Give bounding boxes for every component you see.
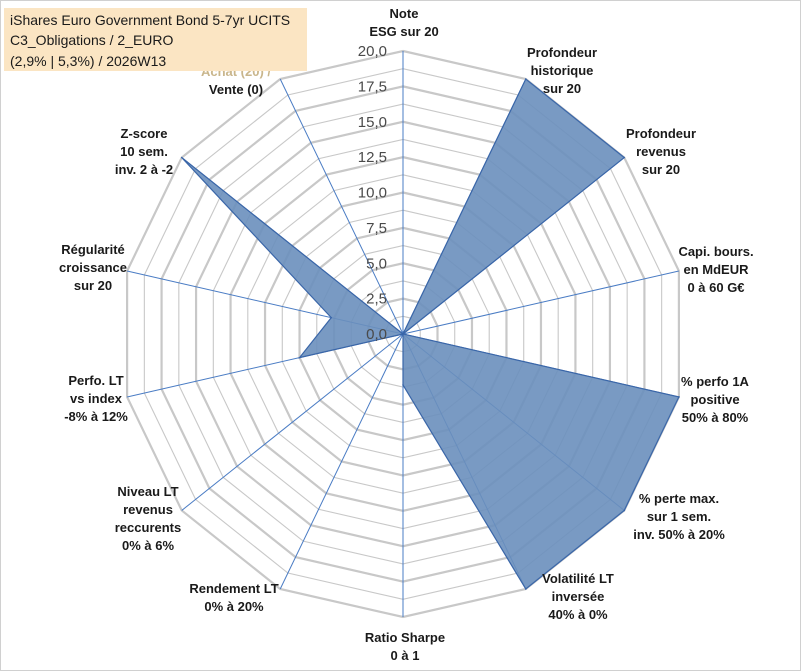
axis-label: Rendement LT 0% à 20%: [189, 581, 278, 614]
data-point: [524, 588, 527, 590]
axis-label-line: Volatilité LT: [542, 571, 614, 586]
tick-label: 7,5: [366, 220, 387, 237]
tick-label: 15,0: [358, 114, 387, 131]
axis-label-line: Profondeur: [626, 126, 696, 141]
axis-label: Perfo. LT vs index -8% à 12%: [64, 373, 128, 424]
axis-spoke: [279, 333, 404, 590]
axis-label-line: Niveau LT: [117, 484, 178, 499]
axis-label-line: Profondeur: [527, 45, 597, 60]
axis-label-line: 0 à 1: [391, 648, 420, 663]
axis-label-line: reccurents: [115, 520, 181, 535]
axis-spoke: [279, 78, 404, 335]
axis-label-line: 0% à 20%: [204, 599, 264, 614]
axis-label-line: revenus: [123, 502, 173, 517]
tick-label: 20,0: [358, 43, 387, 60]
axis-label-line: en MdEUR: [684, 262, 750, 277]
axis-label-line: inv. 2 à -2: [115, 162, 173, 177]
chart-category: C3_Obligations / 2_EURO: [10, 32, 174, 48]
axis-label-line: ESG sur 20: [369, 24, 438, 39]
axis-label-line: Ratio Sharpe: [365, 630, 445, 645]
axis-label-line: sur 20: [543, 81, 581, 96]
data-point: [180, 156, 183, 159]
axis-label-line: Régularité: [61, 242, 125, 257]
axis-label-line: revenus: [636, 144, 686, 159]
axis-label: Profondeur revenus sur 20: [626, 126, 696, 177]
tick-label: 17,5: [358, 78, 387, 95]
axis-label-line: positive: [690, 392, 739, 407]
axis-label-line: Capi. bours.: [678, 244, 753, 259]
axis-label: % perte max. sur 1 sem. inv. 50% à 20%: [633, 491, 725, 542]
chart-stats: (2,9% | 5,3%) / 2026W13: [10, 53, 167, 69]
axis-spoke: [181, 333, 404, 511]
chart-title: iShares Euro Government Bond 5-7yr UCITS: [10, 12, 291, 28]
tick-label: 2,5: [366, 291, 387, 308]
axis-label: Volatilité LT inversée 40% à 0%: [542, 571, 614, 622]
axis-label-line: sur 1 sem.: [647, 509, 711, 524]
radar-series: [180, 78, 680, 590]
axis-label-line: -8% à 12%: [64, 409, 128, 424]
axis-label: Z-score 10 sem. inv. 2 à -2: [115, 126, 173, 177]
title-box: iShares Euro Government Bond 5-7yr UCITS…: [4, 8, 307, 71]
axis-label-line: inversée: [552, 589, 605, 604]
radar-axis-labels: Note ESG sur 20 Profondeur historique sur 20…: [59, 6, 754, 663]
axis-label-line: % perte max.: [639, 491, 719, 506]
data-point: [402, 384, 404, 386]
axis-label-line: Rendement LT: [189, 581, 278, 596]
axis-label-line: Note: [390, 6, 419, 21]
tick-label: 12,5: [358, 149, 387, 166]
series-area: [181, 78, 680, 590]
axis-label: Profondeur historique sur 20: [527, 45, 597, 96]
axis-label-line: sur 20: [642, 162, 680, 177]
axis-label-line: inv. 50% à 20%: [633, 527, 725, 542]
data-point: [524, 78, 527, 80]
axis-label: Note ESG sur 20: [369, 6, 438, 39]
data-point: [330, 316, 333, 319]
radar-tick-labels: 0,0 2,5 5,0 7,5 10,0 12,5 15,0 17,5 20,0: [358, 43, 387, 343]
axis-label-line: 0% à 6%: [122, 538, 174, 553]
axis-label-line: 40% à 0%: [548, 607, 608, 622]
axis-label-line: 10 sem.: [120, 144, 168, 159]
axis-label-line: Perfo. LT: [68, 373, 123, 388]
axis-label-line: vs index: [70, 391, 123, 406]
axis-label: Régularité croissance sur 20: [59, 242, 127, 293]
axis-label: Capi. bours. en MdEUR 0 à 60 G€: [678, 244, 753, 295]
axis-spoke: [402, 270, 680, 335]
axis-label-line: Vente (0): [209, 82, 263, 97]
data-point: [623, 509, 626, 512]
axis-label: Ratio Sharpe 0 à 1: [365, 630, 445, 663]
axis-label-line: Z-score: [121, 126, 168, 141]
data-point: [402, 333, 404, 335]
axis-label: Niveau LT revenus reccurents 0% à 6%: [115, 484, 181, 553]
axis-label-line: % perfo 1A: [681, 374, 750, 389]
axis-label-line: 50% à 80%: [682, 410, 749, 425]
axis-label: % perfo 1A positive 50% à 80%: [681, 374, 750, 425]
tick-label: 10,0: [358, 185, 387, 202]
axis-label-line: historique: [531, 63, 594, 78]
axis-label-line: sur 20: [74, 278, 112, 293]
data-point: [678, 396, 680, 398]
axis-label-line: 0 à 60 G€: [687, 280, 744, 295]
data-point: [298, 356, 301, 359]
axis-label-line: croissance: [59, 260, 127, 275]
tick-label: 5,0: [366, 255, 387, 272]
tick-label: 0,0: [366, 326, 387, 343]
data-point: [623, 156, 626, 159]
